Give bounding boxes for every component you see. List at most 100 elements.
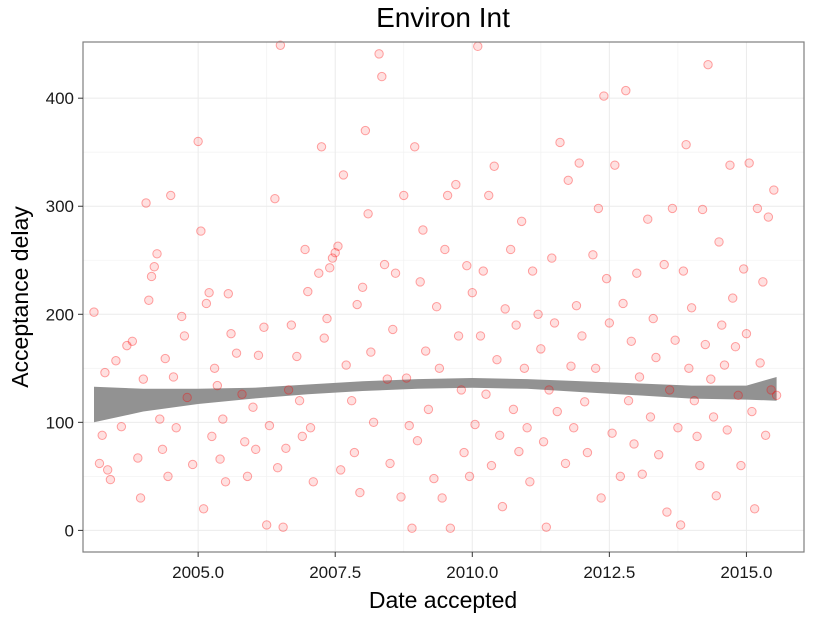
trend-band-area — [94, 377, 777, 423]
data-point — [662, 507, 672, 517]
data-point — [346, 396, 357, 406]
data-point — [305, 423, 316, 433]
data-point — [363, 209, 373, 219]
data-point — [314, 268, 324, 278]
data-point — [399, 190, 409, 201]
y-tick-label: 200 — [46, 305, 74, 324]
data-point — [292, 351, 302, 362]
data-point — [752, 203, 763, 214]
data-point — [681, 139, 691, 150]
data-point — [261, 520, 272, 530]
data-point — [226, 329, 236, 339]
data-point — [697, 204, 708, 215]
data-point — [149, 262, 159, 272]
data-point — [703, 59, 713, 70]
data-point — [212, 380, 223, 391]
data-point — [333, 241, 343, 251]
data-point — [429, 473, 439, 484]
data-point — [420, 346, 431, 356]
data-point — [599, 91, 609, 101]
data-point — [440, 244, 450, 255]
data-point — [102, 465, 113, 475]
data-point — [615, 471, 626, 482]
data-point — [270, 193, 280, 204]
data-point — [544, 385, 554, 395]
data-point — [259, 322, 269, 332]
data-point — [533, 309, 543, 319]
data-point — [464, 471, 475, 482]
data-point — [744, 158, 754, 168]
data-point — [569, 423, 579, 433]
data-point — [388, 324, 398, 335]
data-point — [566, 361, 576, 371]
data-point — [571, 300, 582, 311]
data-point — [769, 185, 779, 195]
data-point — [643, 214, 653, 224]
data-point — [505, 244, 516, 255]
data-point — [651, 352, 661, 363]
trend-band — [94, 377, 777, 423]
data-point — [171, 423, 181, 433]
data-point — [489, 161, 499, 171]
data-point — [111, 356, 121, 366]
x-tick-label: 2007.5 — [309, 563, 361, 582]
data-point — [338, 170, 349, 180]
data-point — [176, 311, 187, 322]
data-point — [475, 331, 486, 341]
data-point — [675, 520, 686, 530]
y-tick-label: 400 — [46, 89, 74, 108]
data-point — [407, 523, 417, 533]
x-tick-label: 2005.0 — [172, 563, 224, 582]
data-point — [240, 437, 250, 447]
data-point — [423, 404, 434, 415]
data-point — [412, 436, 423, 446]
data-point — [135, 493, 146, 503]
y-tick-label: 100 — [46, 413, 74, 432]
data-point — [286, 320, 297, 330]
data-point — [160, 353, 170, 364]
data-point — [728, 293, 738, 303]
data-point — [133, 453, 143, 463]
data-point — [747, 406, 757, 417]
data-point — [478, 266, 488, 276]
data-point — [272, 463, 283, 473]
data-point — [588, 250, 598, 260]
data-point — [610, 160, 620, 170]
data-point — [733, 390, 743, 401]
data-point — [689, 396, 700, 406]
data-point — [316, 142, 327, 152]
data-point — [396, 492, 406, 502]
x-axis-title: Date accepted — [369, 587, 517, 613]
data-points — [89, 40, 782, 533]
data-point — [193, 136, 203, 147]
data-point — [401, 373, 412, 383]
data-point — [736, 460, 746, 471]
data-point — [492, 354, 502, 365]
data-point — [708, 412, 719, 422]
data-point — [527, 266, 538, 276]
data-point — [741, 329, 752, 339]
data-point — [204, 287, 214, 298]
data-point — [144, 295, 154, 305]
data-point — [453, 331, 464, 341]
data-point — [138, 374, 149, 384]
data-point — [670, 335, 680, 345]
data-point — [264, 420, 275, 431]
data-point — [470, 419, 480, 430]
data-point — [168, 372, 179, 382]
data-point — [706, 374, 716, 384]
data-point — [445, 523, 456, 533]
data-point — [519, 363, 530, 374]
data-point — [563, 175, 573, 186]
data-point — [122, 340, 132, 351]
data-point — [560, 458, 571, 469]
data-point — [749, 504, 760, 514]
data-point — [89, 307, 99, 317]
data-point — [146, 271, 157, 282]
data-point — [377, 71, 387, 82]
data-point — [763, 212, 774, 222]
x-axis: 2005.0 2007.5 2010.0 2012.5 2015.0 — [172, 552, 772, 582]
data-point — [379, 259, 390, 270]
data-point — [645, 412, 656, 422]
